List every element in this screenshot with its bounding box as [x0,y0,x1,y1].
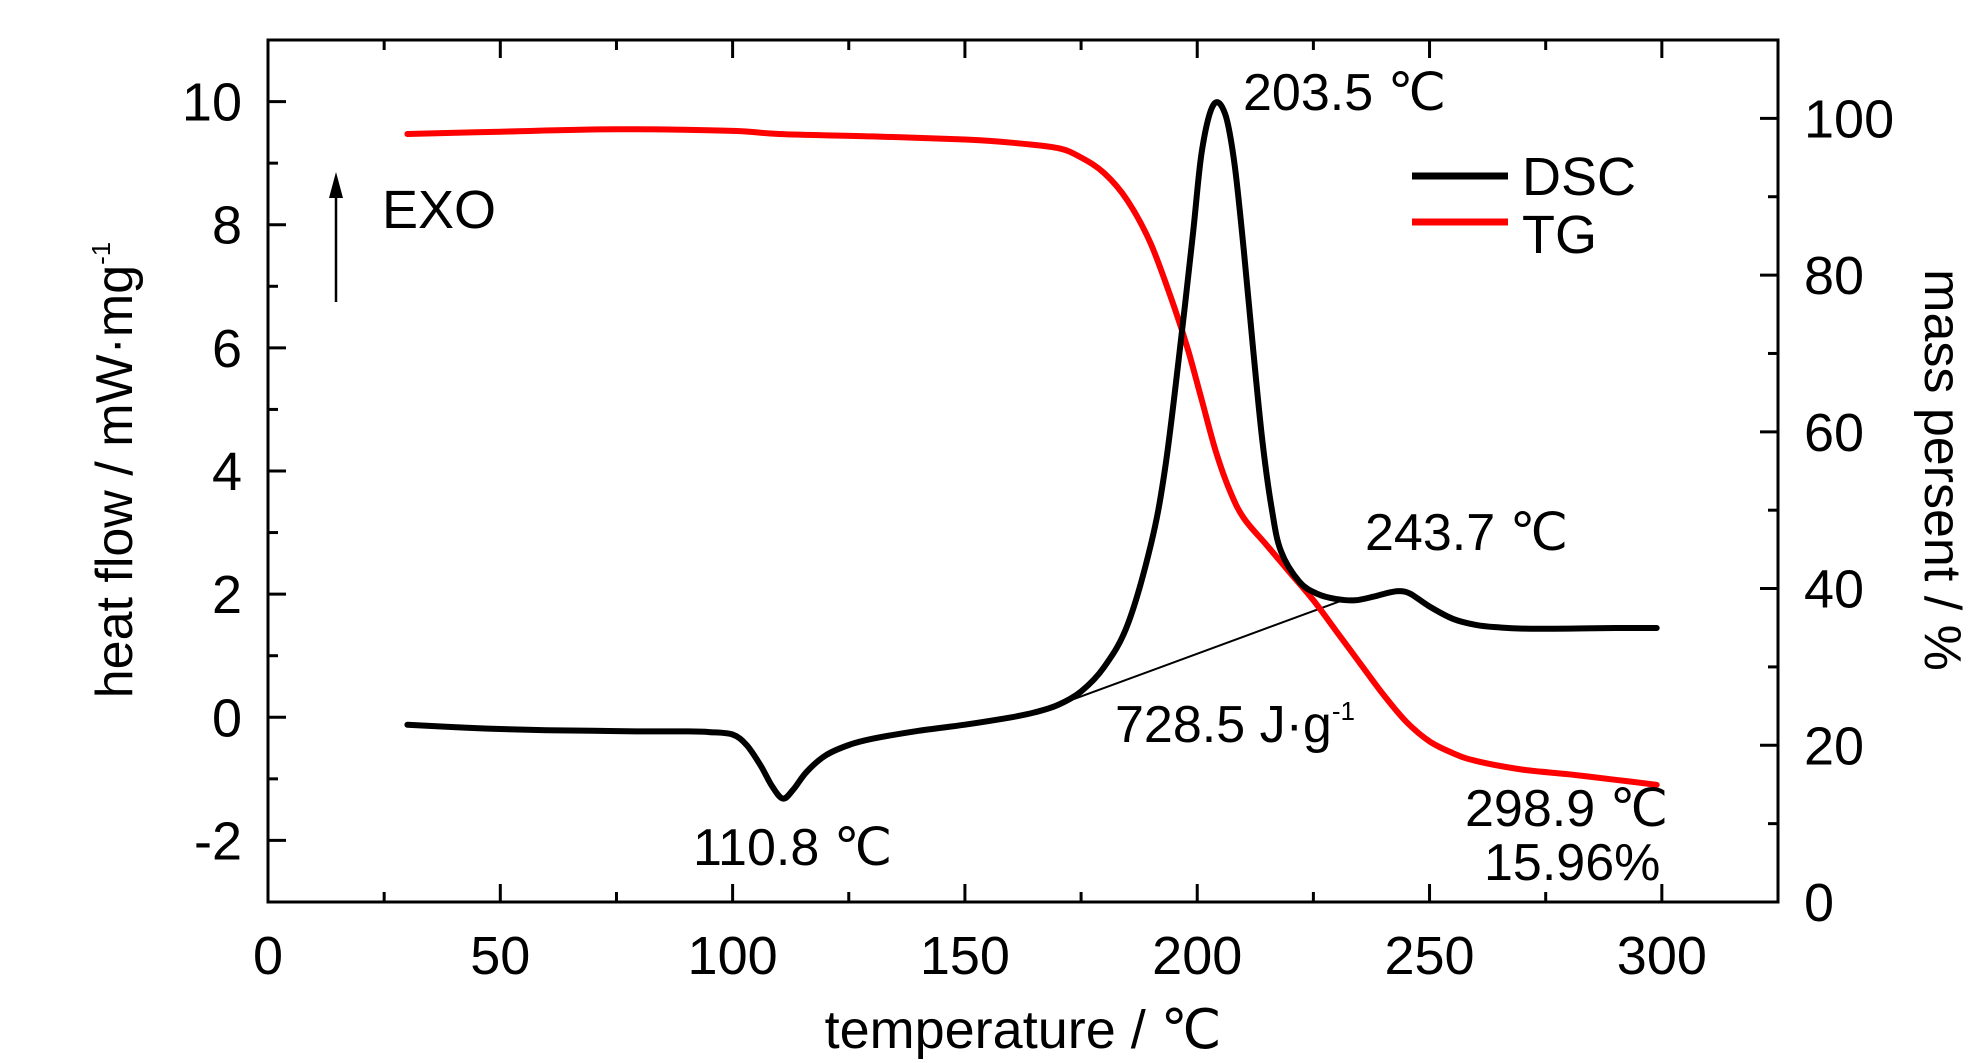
y-left-tick-label: 10 [182,73,242,133]
legend-label-dsc: DSC [1522,147,1636,207]
annotation-valley-110: 110.8 ℃ [693,819,892,877]
x-tick-label: 250 [1384,926,1474,986]
y-right-tick-label: 100 [1804,89,1894,149]
x-tick-label: 200 [1152,926,1242,986]
exo-label: EXO [382,180,496,240]
enthalpy-sup: -1 [1332,696,1355,726]
legend-label-tg: TG [1522,205,1597,265]
y-left-tick-label: 8 [212,196,242,256]
y-left-tick-label: -2 [194,811,242,871]
series-line-dsc [404,99,1660,802]
series-line-tg [404,126,1660,788]
x-tick-label: 100 [688,926,778,986]
annotation-end-mass: 15.96% [1484,834,1660,892]
x-axis-label: temperature / ℃ [825,1000,1222,1060]
exo-arrow-head-icon [329,172,343,198]
svg-text:heat flow / mW·mg-1: heat flow / mW·mg-1 [86,242,144,699]
axis-ticks [266,38,1780,904]
annotation-peak-243: 243.7 ℃ [1365,504,1568,562]
y-left-label-sup: -1 [86,242,116,265]
y-right-tick-label: 0 [1804,873,1834,933]
exo-indicator: EXO [329,172,496,302]
annotation-peak-203: 203.5 ℃ [1243,64,1446,122]
y-right-tick-label: 60 [1804,403,1864,463]
y-left-tick-label: 6 [212,319,242,379]
annotation-enthalpy: 728.5 J·g-1 [1115,696,1355,754]
x-tick-label: 0 [253,926,283,986]
enthalpy-text: 728.5 J·g [1115,696,1332,754]
x-tick-labels: 0 50 100 150 200 250 300 [253,926,1707,986]
y-right-axis-label: mass persent / % [1913,269,1971,671]
legend: DSC TG [1412,147,1636,265]
y-left-tick-label: 0 [212,688,242,748]
plot-frame [266,38,1780,904]
y-right-tick-label: 20 [1804,716,1864,776]
y-left-label-text: heat flow / mW·mg [86,265,144,698]
integration-baseline [1057,598,1347,706]
x-tick-label: 50 [470,926,530,986]
y-right-tick-label: 80 [1804,246,1864,306]
annotation-end-temp: 298.9 ℃ [1465,780,1668,838]
y-left-tick-label: 2 [212,565,242,625]
y-right-tick-label: 40 [1804,560,1864,620]
x-tick-label: 150 [920,926,1010,986]
y-left-axis-label: heat flow / mW·mg-1 [86,242,144,699]
x-tick-label: 300 [1617,926,1707,986]
y-right-tick-labels: 0 20 40 60 80 100 [1804,89,1894,933]
y-left-tick-labels: -2 0 2 4 6 8 10 [182,73,242,872]
y-left-tick-label: 4 [212,442,242,502]
series-layer [404,99,1660,802]
